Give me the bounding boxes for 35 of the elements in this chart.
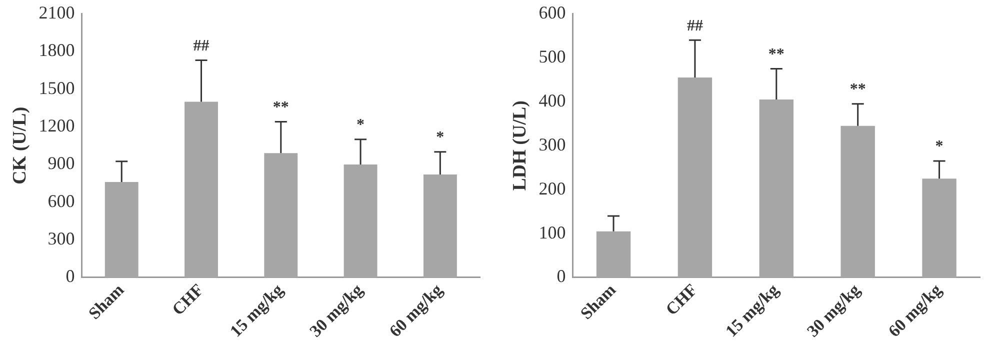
y-tick-label: 1200 — [38, 116, 75, 136]
annotation: * — [436, 129, 444, 146]
bar — [922, 178, 956, 278]
y-tick-label: 0 — [66, 266, 75, 286]
y-axis-title: LDH (U/L) — [509, 100, 530, 191]
annotation: ** — [850, 81, 866, 98]
y-tick-label: 200 — [538, 178, 566, 198]
annotation: * — [356, 116, 365, 134]
y-tick-label: 600 — [48, 190, 75, 211]
y-tick-label: 500 — [538, 46, 566, 66]
y-tick-label: 1800 — [38, 40, 75, 60]
bar — [104, 182, 138, 278]
annotation: ## — [193, 37, 210, 54]
y-tick-label: 300 — [48, 228, 75, 249]
y-tick-label: 0 — [556, 266, 566, 286]
y-tick-label: 600 — [538, 2, 566, 23]
y-tick-label: 2100 — [38, 2, 75, 23]
annotation: ** — [272, 98, 289, 116]
y-tick-label: 100 — [538, 222, 566, 242]
y-tick-label: 300 — [538, 134, 566, 154]
bar — [596, 231, 631, 278]
bar — [423, 174, 457, 278]
y-tick-label: 900 — [48, 153, 75, 174]
bar — [840, 126, 875, 278]
bar — [344, 164, 378, 278]
bar — [678, 78, 712, 278]
annotation: * — [935, 138, 944, 156]
bar — [759, 100, 794, 278]
y-tick-label: 1500 — [38, 78, 75, 98]
y-axis-title: CK (U/L) — [9, 106, 30, 184]
annotation: ** — [768, 46, 784, 63]
y-tick-label: 400 — [538, 90, 566, 110]
bar — [184, 102, 218, 278]
annotation: ## — [686, 17, 703, 34]
bar — [264, 153, 298, 278]
